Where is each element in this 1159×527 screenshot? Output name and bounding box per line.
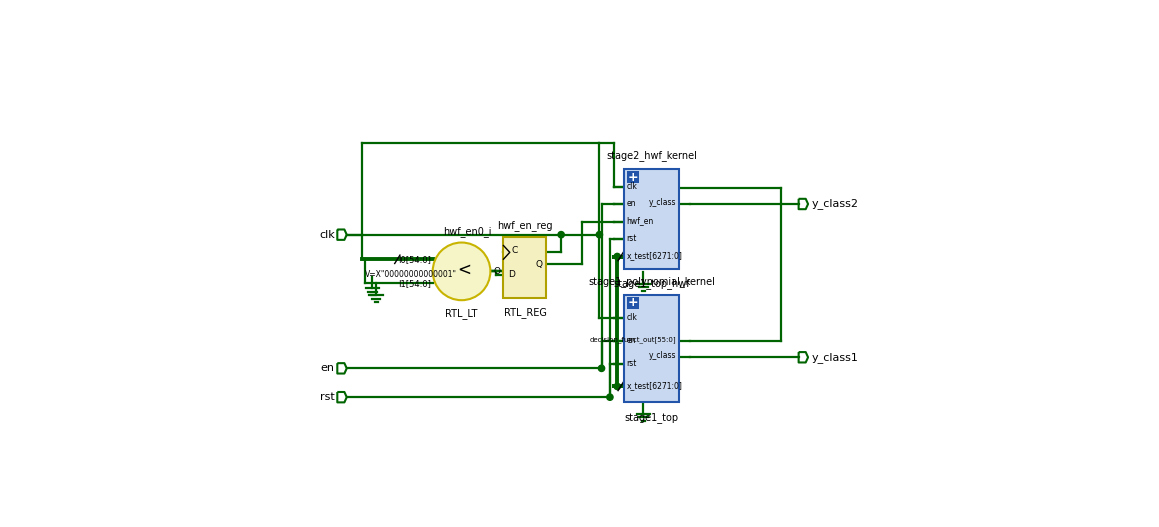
Bar <box>624 295 679 403</box>
Text: decision_funct_out[55:0]: decision_funct_out[55:0] <box>590 336 677 343</box>
Text: +: + <box>628 171 639 183</box>
Text: clk: clk <box>627 313 637 322</box>
Circle shape <box>432 242 490 300</box>
Circle shape <box>557 231 564 238</box>
Text: I1[54:0]: I1[54:0] <box>398 279 431 288</box>
Circle shape <box>614 253 620 260</box>
Text: en: en <box>627 199 636 208</box>
Text: O: O <box>493 267 500 276</box>
Text: stage1_top: stage1_top <box>625 412 679 423</box>
Text: RTL_LT: RTL_LT <box>445 309 478 319</box>
Text: en: en <box>627 336 636 345</box>
Circle shape <box>614 383 620 389</box>
Text: hwf_en: hwf_en <box>627 217 654 226</box>
Text: I0[54:0]: I0[54:0] <box>398 255 431 264</box>
Text: V=X"00000000000001": V=X"00000000000001" <box>365 270 457 279</box>
Text: clk: clk <box>627 182 637 191</box>
Text: y_class1: y_class1 <box>811 352 858 363</box>
Text: stage1_top_hwf: stage1_top_hwf <box>613 278 690 289</box>
Text: y_class: y_class <box>649 198 677 207</box>
Text: x_test[6271:0]: x_test[6271:0] <box>627 251 683 260</box>
Text: +: + <box>628 296 639 309</box>
Text: x_test[6271:0]: x_test[6271:0] <box>627 382 683 391</box>
Bar <box>627 171 639 183</box>
Text: rst: rst <box>320 392 335 402</box>
Text: y_class: y_class <box>649 351 677 360</box>
Text: stage2_hwf_kernel: stage2_hwf_kernel <box>606 150 697 161</box>
Text: C: C <box>512 246 518 255</box>
Text: rst: rst <box>627 234 637 243</box>
Circle shape <box>607 394 613 401</box>
Circle shape <box>596 231 603 238</box>
Text: en: en <box>321 363 335 373</box>
Text: hwf_en0_i: hwf_en0_i <box>444 227 493 237</box>
Text: rst: rst <box>627 358 637 367</box>
Text: y_class2: y_class2 <box>811 199 858 209</box>
Bar <box>627 297 639 309</box>
Text: clk: clk <box>319 230 335 240</box>
Bar <box>624 169 679 269</box>
Circle shape <box>598 365 605 372</box>
Text: Q: Q <box>535 260 542 269</box>
Text: stage1_polynomial_kernel: stage1_polynomial_kernel <box>588 276 715 287</box>
Text: <: < <box>457 261 472 279</box>
Text: D: D <box>508 270 515 279</box>
Bar <box>503 237 547 298</box>
Text: hwf_en_reg: hwf_en_reg <box>497 220 553 231</box>
Text: RTL_REG: RTL_REG <box>503 307 546 318</box>
